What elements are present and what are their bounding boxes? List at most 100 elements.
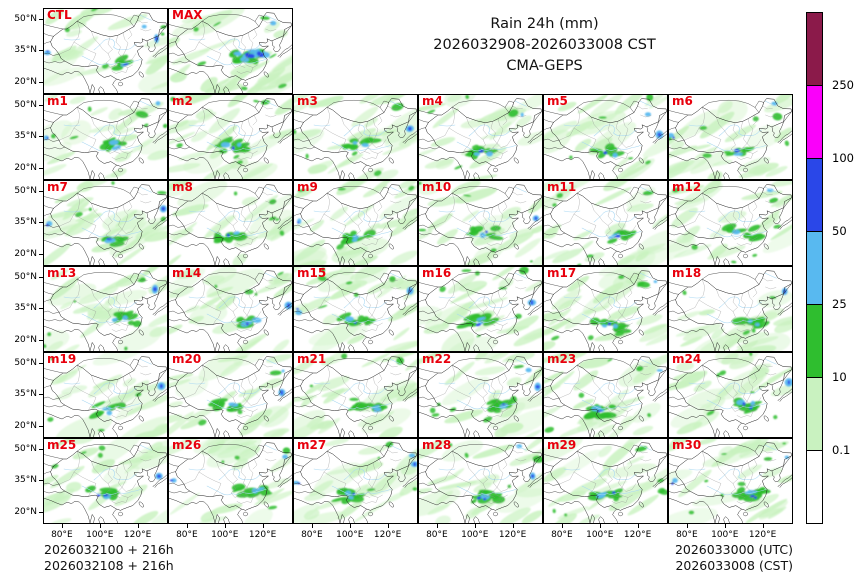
x-tick-mark: [311, 524, 314, 528]
colorbar: [806, 12, 823, 524]
panel-label-m2: m2: [172, 94, 193, 108]
colorbar-segment-5: [807, 377, 822, 450]
y-tick-label: 35°N: [14, 131, 37, 141]
x-tick-mark: [686, 524, 689, 528]
panel-label-m20: m20: [172, 352, 202, 366]
y-tick-label: 50°N: [14, 271, 37, 282]
x-tick-label: 120°E: [623, 530, 652, 540]
panel-label-m29: m29: [547, 438, 577, 452]
panel-m1: m1: [43, 94, 168, 180]
x-tick-label: 80°E: [51, 530, 73, 540]
panel-m20: m20: [168, 352, 293, 438]
map-canvas: [419, 353, 542, 437]
panel-m22: m22: [418, 352, 543, 438]
x-tick-mark: [99, 524, 101, 528]
colorbar-tick-label: 250: [832, 77, 854, 92]
x-tick-mark: [224, 524, 226, 528]
y-tick-label: 20°N: [14, 248, 37, 259]
y-tick-label: 50°N: [14, 357, 37, 368]
map-canvas: [294, 439, 417, 523]
panel-m27: m27: [293, 438, 418, 524]
panel-label-m26: m26: [172, 438, 202, 452]
panel-m14: m14: [168, 266, 293, 352]
panel-m9: m9: [293, 180, 418, 266]
y-tick-label: 20°N: [14, 76, 37, 87]
panel-MAX: MAX: [168, 8, 293, 94]
map-canvas: [419, 181, 542, 265]
y-tick-mark: [39, 448, 43, 450]
panel-label-m19: m19: [47, 352, 77, 366]
panel-label-m7: m7: [47, 180, 68, 194]
map-canvas: [169, 181, 292, 265]
colorbar-segment-0: [807, 13, 822, 85]
y-tick-label: 35°N: [14, 303, 37, 313]
panel-label-m15: m15: [297, 266, 327, 280]
panel-label-m8: m8: [172, 180, 193, 194]
map-canvas: [544, 95, 667, 179]
y-tick-label: 50°N: [14, 13, 37, 24]
y-tick-mark: [39, 190, 43, 192]
map-canvas: [669, 270, 792, 351]
y-tick-label: 35°N: [14, 389, 37, 399]
y-tick-mark: [39, 167, 43, 169]
panel-label-MAX: MAX: [172, 8, 203, 22]
x-tick-mark: [436, 524, 439, 528]
y-tick-mark: [39, 104, 43, 106]
map-canvas: [169, 9, 292, 93]
map-canvas: [669, 95, 792, 179]
panel-label-m27: m27: [297, 438, 327, 452]
x-tick-mark: [61, 524, 64, 528]
panel-label-m9: m9: [297, 180, 318, 194]
x-tick-mark: [387, 524, 389, 528]
x-tick-mark: [561, 524, 564, 528]
map-canvas: [419, 95, 542, 179]
panel-label-m1: m1: [47, 94, 68, 108]
panel-m24: m24: [668, 352, 793, 438]
y-tick-label: 50°N: [14, 99, 37, 110]
panel-m5: m5: [543, 94, 668, 180]
panel-m11: m11: [543, 180, 668, 266]
map-canvas: [294, 267, 417, 351]
x-tick-mark: [762, 524, 764, 528]
panel-m4: m4: [418, 94, 543, 180]
title-line-variable: Rain 24h (mm): [490, 16, 599, 32]
x-tick-label: 100°E: [86, 530, 114, 540]
x-tick-label: 120°E: [748, 530, 777, 540]
panel-m30: m30: [668, 438, 793, 524]
valid-time-text: 2026033000 (UTC) 2026033008 (CST): [543, 542, 793, 574]
y-tick-label: 20°N: [14, 162, 37, 173]
map-canvas: [44, 9, 167, 93]
map-canvas: [44, 267, 167, 351]
panel-label-m14: m14: [172, 266, 202, 280]
map-canvas: [669, 439, 792, 523]
panel-label-CTL: CTL: [47, 8, 72, 22]
panel-m28: m28: [418, 438, 543, 524]
y-tick-label: 20°N: [14, 420, 37, 431]
panel-m16: m16: [418, 266, 543, 352]
colorbar-tick-label: 10: [832, 370, 847, 385]
map-canvas: [419, 267, 542, 351]
y-tick-mark: [39, 362, 43, 364]
y-tick-mark: [39, 394, 43, 396]
panel-label-m11: m11: [547, 180, 577, 194]
colorbar-segment-3: [807, 231, 822, 304]
x-tick-mark: [637, 524, 639, 528]
x-tick-label: 120°E: [123, 530, 152, 540]
colorbar-segment-2: [807, 158, 822, 231]
x-tick-mark: [186, 524, 189, 528]
map-canvas: [294, 353, 417, 437]
y-tick-mark: [39, 50, 43, 52]
panel-label-m12: m12: [672, 180, 702, 194]
map-canvas: [669, 181, 792, 265]
x-tick-label: 100°E: [211, 530, 239, 540]
y-tick-label: 20°N: [14, 334, 37, 345]
panel-label-m25: m25: [47, 438, 77, 452]
colorbar-tick-label: 25: [832, 297, 847, 312]
panel-label-m13: m13: [47, 266, 77, 280]
panel-m10: m10: [418, 180, 543, 266]
map-canvas: [169, 267, 292, 351]
init-time-cst: 2026032108 + 216h: [44, 558, 174, 573]
y-tick-label: 35°N: [14, 217, 37, 227]
y-tick-mark: [39, 18, 43, 20]
y-tick-mark: [39, 136, 43, 138]
